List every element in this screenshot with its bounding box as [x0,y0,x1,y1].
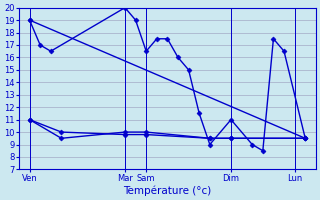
X-axis label: Température (°c): Température (°c) [123,185,212,196]
